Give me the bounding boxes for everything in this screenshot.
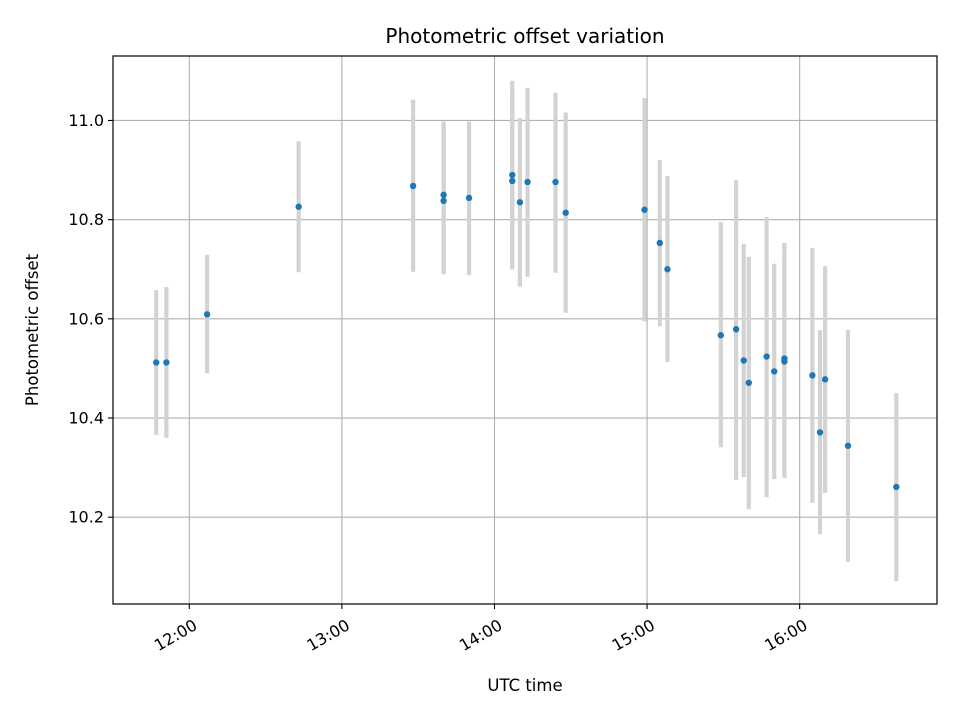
grid-lines bbox=[113, 56, 937, 604]
y-axis-ticks: 10.2 10.4 10.6 10.8 11.0 bbox=[68, 111, 113, 527]
chart-title: Photometric offset variation bbox=[385, 24, 664, 48]
data-point bbox=[153, 359, 160, 366]
data-point bbox=[641, 206, 648, 213]
data-point bbox=[562, 209, 569, 216]
data-point bbox=[664, 266, 671, 273]
data-point bbox=[809, 372, 816, 379]
data-point bbox=[732, 326, 740, 333]
y-tick-label: 10.2 bbox=[68, 508, 104, 527]
y-tick-label: 10.8 bbox=[68, 210, 104, 229]
data-point bbox=[163, 359, 170, 366]
data-point bbox=[440, 197, 447, 205]
data-point bbox=[745, 379, 753, 387]
data-point bbox=[524, 178, 531, 186]
data-point bbox=[509, 177, 516, 185]
data-point bbox=[893, 483, 900, 491]
data-point bbox=[781, 358, 788, 365]
y-tick-label: 10.4 bbox=[68, 409, 104, 428]
y-tick-label: 10.6 bbox=[68, 309, 104, 328]
data-point bbox=[295, 203, 302, 210]
data-points bbox=[153, 171, 900, 491]
data-point bbox=[844, 442, 852, 449]
data-point bbox=[717, 332, 725, 339]
data-point bbox=[656, 239, 663, 247]
data-point bbox=[771, 368, 778, 375]
x-axis-label: UTC time bbox=[487, 676, 562, 695]
data-point bbox=[740, 357, 747, 364]
data-point bbox=[203, 311, 211, 318]
plot-frame bbox=[112, 55, 938, 605]
y-axis-label: Photometric offset bbox=[23, 253, 42, 406]
data-point bbox=[552, 178, 559, 186]
data-point bbox=[763, 353, 770, 360]
data-point bbox=[409, 182, 417, 190]
data-point bbox=[821, 376, 829, 383]
data-point bbox=[509, 171, 516, 179]
data-point bbox=[816, 429, 824, 436]
data-point bbox=[440, 191, 447, 199]
y-tick-label: 11.0 bbox=[68, 111, 104, 130]
data-point bbox=[465, 194, 473, 202]
data-point bbox=[516, 199, 524, 206]
